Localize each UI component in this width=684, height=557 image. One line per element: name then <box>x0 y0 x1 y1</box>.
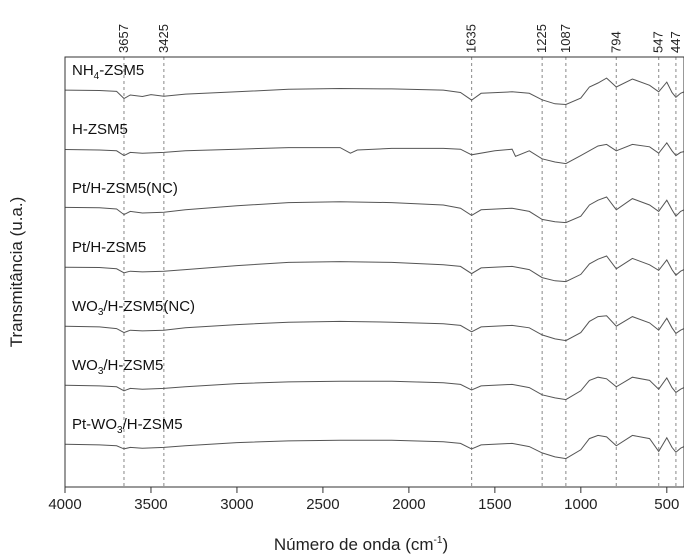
sample-label-6: WO3/H-ZSM5 <box>72 357 163 377</box>
peak-label-794: 794 <box>608 31 623 53</box>
peak-label-3425: 3425 <box>156 24 171 53</box>
spectrum-line-7 <box>64 434 684 460</box>
peak-label-3657: 3657 <box>116 24 131 53</box>
x-tick-label-2500: 2500 <box>306 496 339 513</box>
x-axis-tick-labels: 4000 3500 3000 2500 2000 1500 1000 500 <box>48 496 679 513</box>
spectrum-line-2 <box>64 141 684 165</box>
spectrum-line-1 <box>64 77 684 106</box>
sample-label-5: WO3/H-ZSM5(NC) <box>72 298 195 318</box>
peak-labels: 3657 3425 1635 1225 1087 794 547 447 <box>116 24 683 53</box>
spectra <box>64 77 684 460</box>
x-tick-label-4000: 4000 <box>48 496 81 513</box>
x-axis-ticks <box>64 487 668 493</box>
x-tick-label-2000: 2000 <box>392 496 425 513</box>
x-tick-label-1000: 1000 <box>564 496 597 513</box>
peak-label-547: 547 <box>651 31 666 53</box>
sample-label-3: Pt/H-ZSM5(NC) <box>72 180 178 197</box>
peak-label-447: 447 <box>668 31 683 53</box>
x-tick-label-500: 500 <box>654 496 679 513</box>
x-tick-label-1500: 1500 <box>478 496 511 513</box>
peak-label-1635: 1635 <box>464 24 479 53</box>
spectrum-line-4 <box>64 255 684 283</box>
x-axis-title: Número de onda (cm-1) <box>274 535 448 554</box>
reference-lines <box>123 57 677 487</box>
sample-label-4: Pt/H-ZSM5 <box>72 239 146 256</box>
spectrum-line-5 <box>64 315 684 342</box>
x-tick-label-3000: 3000 <box>220 496 253 513</box>
sample-label-1: NH4-ZSM5 <box>72 62 144 82</box>
sample-labels: NH4-ZSM5 H-ZSM5 Pt/H-ZSM5(NC) Pt/H-ZSM5 WO3/… <box>72 62 195 436</box>
plot-frame <box>64 56 684 488</box>
spectrum-line-6 <box>64 376 684 401</box>
y-axis-title: Transmitância (u.a.) <box>7 197 26 348</box>
peak-label-1087: 1087 <box>558 24 573 53</box>
sample-label-2: H-ZSM5 <box>72 121 128 138</box>
sample-label-7: Pt-WO3/H-ZSM5 <box>72 416 183 436</box>
peak-label-1225: 1225 <box>534 24 549 53</box>
spectrum-line-3 <box>64 196 684 224</box>
x-tick-label-3500: 3500 <box>134 496 167 513</box>
